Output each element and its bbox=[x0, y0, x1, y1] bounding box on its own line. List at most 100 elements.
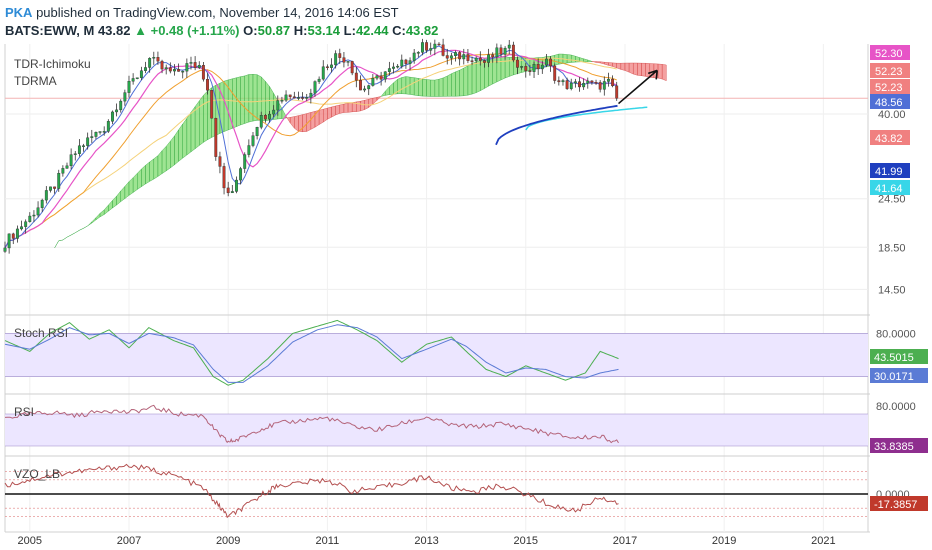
candle-body bbox=[429, 48, 433, 51]
ichimoku-cloud-bullish bbox=[174, 129, 179, 166]
ichimoku-cloud-bullish bbox=[219, 80, 225, 134]
candle-body bbox=[396, 65, 400, 68]
candle-body bbox=[11, 233, 15, 239]
open-value: 50.87 bbox=[257, 23, 291, 38]
ichimoku-cloud-bearish bbox=[624, 62, 630, 73]
ichimoku-cloud-bullish bbox=[401, 76, 407, 95]
close-value: 43.82 bbox=[405, 23, 439, 38]
time-tick-label: 2019 bbox=[712, 535, 736, 547]
candle-body bbox=[177, 69, 181, 72]
candle-body bbox=[160, 60, 164, 70]
ichimoku-cloud-bullish bbox=[554, 53, 560, 66]
ichimoku-cloud-bullish bbox=[165, 140, 171, 172]
ichimoku-cloud-bullish bbox=[467, 62, 473, 96]
candle-body bbox=[218, 156, 222, 167]
ichimoku-cloud-bearish bbox=[641, 62, 646, 77]
pane-value-badge: 30.0171 bbox=[874, 371, 914, 383]
open-label: O: bbox=[243, 23, 258, 38]
candle-body bbox=[371, 77, 375, 86]
time-tick-label: 2005 bbox=[18, 535, 42, 547]
candle-body bbox=[65, 165, 69, 169]
candle-body bbox=[32, 214, 36, 217]
low-label: L: bbox=[343, 23, 356, 38]
pane-tick-label: 80.0000 bbox=[876, 328, 916, 340]
ichimoku-cloud-bearish bbox=[608, 62, 613, 67]
candle-body bbox=[400, 59, 404, 67]
candle-body bbox=[297, 97, 300, 99]
candle-body bbox=[53, 186, 57, 189]
candle-body bbox=[433, 43, 437, 49]
candle-body bbox=[569, 82, 573, 89]
candle-body bbox=[611, 78, 615, 87]
ichimoku-cloud-bullish bbox=[426, 79, 431, 97]
candle-body bbox=[483, 60, 486, 63]
candle-body bbox=[549, 58, 553, 67]
ichimoku-cloud-bearish bbox=[360, 100, 365, 112]
candle-body bbox=[495, 47, 499, 58]
ichimoku-cloud-bearish bbox=[368, 97, 374, 108]
candle-body bbox=[520, 66, 524, 68]
candle-body bbox=[594, 81, 598, 84]
candle-body bbox=[164, 67, 168, 70]
indicator-series-line bbox=[4, 404, 619, 444]
ichimoku-cloud-bearish bbox=[343, 103, 349, 113]
candle-body bbox=[516, 59, 519, 68]
candle-body bbox=[156, 57, 160, 62]
candle-body bbox=[222, 166, 226, 189]
candle-body bbox=[598, 82, 602, 90]
candle-body bbox=[466, 54, 470, 61]
high-label: H: bbox=[293, 23, 308, 38]
ichimoku-cloud-bearish bbox=[620, 62, 626, 71]
ichimoku-cloud-bullish bbox=[442, 75, 448, 97]
candle-body bbox=[412, 52, 416, 61]
ichimoku-cloud-bearish bbox=[302, 113, 307, 133]
ichimoku-cloud-bullish bbox=[496, 56, 502, 83]
ichimoku-cloud-bearish bbox=[637, 62, 642, 76]
ichimoku-cloud-bearish bbox=[327, 106, 332, 120]
price-label: 52.23 bbox=[875, 82, 903, 94]
price-label-bg bbox=[870, 163, 910, 178]
time-tick-label: 2021 bbox=[811, 535, 835, 547]
price-label: 43.82 bbox=[875, 133, 903, 145]
ichimoku-cloud-bullish bbox=[91, 217, 97, 224]
ichimoku-cloud-bullish bbox=[203, 90, 208, 143]
ichimoku-cloud-bullish bbox=[232, 77, 237, 129]
candle-body bbox=[235, 179, 238, 192]
ichimoku-cloud-bullish bbox=[389, 82, 394, 95]
candle-body bbox=[524, 66, 528, 71]
ichimoku-cloud-bearish bbox=[289, 116, 295, 129]
candle-body bbox=[367, 85, 371, 90]
regression-line-blue bbox=[495, 104, 618, 146]
author-name[interactable]: PKA bbox=[5, 5, 33, 20]
candle-body bbox=[69, 154, 73, 167]
candle-body bbox=[292, 96, 296, 98]
ichimoku-cloud-bullish bbox=[587, 59, 593, 62]
candle-body bbox=[458, 52, 462, 60]
ichimoku-cloud-bearish bbox=[285, 115, 291, 124]
indicator-band bbox=[5, 333, 868, 377]
ichimoku-cloud-bullish bbox=[459, 67, 464, 97]
ichimoku-cloud-bullish bbox=[108, 199, 113, 212]
candle-body bbox=[346, 61, 350, 63]
price-label: 52.23 bbox=[875, 66, 903, 78]
candle-body bbox=[226, 187, 230, 194]
candle-body bbox=[350, 61, 354, 74]
price-label-bg bbox=[870, 130, 910, 145]
ichimoku-cloud-bearish bbox=[599, 61, 605, 65]
candle-body bbox=[487, 54, 491, 63]
candle-body bbox=[49, 186, 52, 191]
low-value: 42.44 bbox=[355, 23, 389, 38]
ichimoku-cloud-bearish bbox=[612, 62, 617, 69]
ichimoku-cloud-bullish bbox=[157, 150, 163, 177]
symbol-info-line: BATS:EWW, M 43.82 ▲ +0.48 (+1.11%) O:50.… bbox=[5, 23, 438, 38]
candle-body bbox=[392, 66, 395, 69]
price-tick-label: 14.50 bbox=[878, 284, 906, 296]
time-tick-label: 2011 bbox=[316, 535, 340, 547]
candle-body bbox=[73, 153, 77, 155]
candle-body bbox=[449, 55, 453, 59]
ichimoku-cloud-bullish bbox=[500, 56, 506, 81]
candle-body bbox=[284, 94, 288, 101]
ichimoku-cloud-bullish bbox=[409, 76, 415, 96]
price-tick-label: 18.50 bbox=[878, 242, 906, 254]
